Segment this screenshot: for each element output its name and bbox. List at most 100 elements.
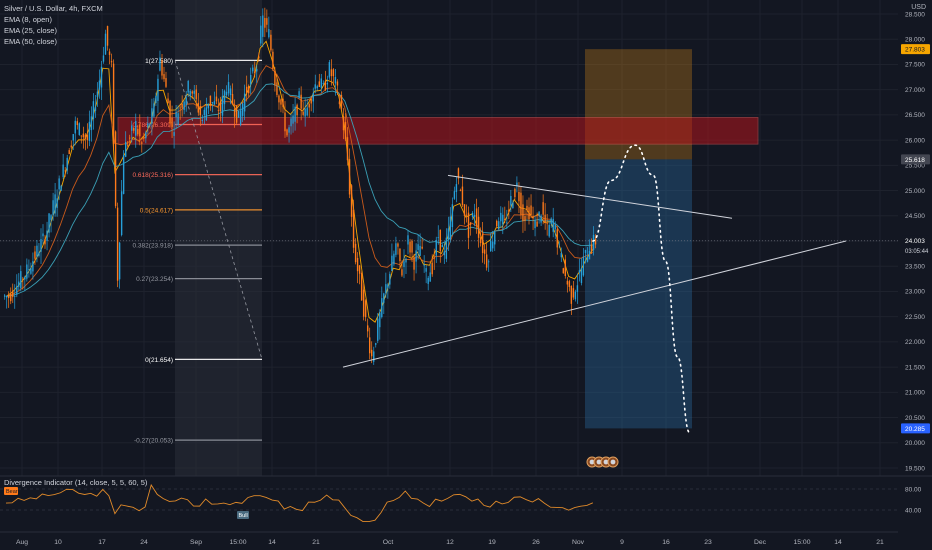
candle-body (584, 249, 587, 253)
candle-body (572, 288, 575, 298)
candle-body (56, 198, 58, 208)
price-tick-label: 23.000 (905, 289, 925, 296)
candle-body (427, 277, 429, 284)
candle-body (256, 68, 258, 72)
candle-body (558, 243, 560, 245)
price-tick-label: 20.500 (905, 415, 925, 422)
time-tick-label: 17 (98, 539, 106, 546)
candle-body (298, 91, 300, 99)
candle-body (4, 295, 6, 297)
candle-body (560, 253, 562, 258)
candle-body (183, 101, 185, 111)
price-tick-label: 27.500 (905, 62, 925, 69)
date-range-highlight (175, 0, 262, 476)
candle-body (354, 243, 357, 263)
price-badge (901, 154, 930, 165)
candle-body (58, 178, 60, 190)
candle-body (108, 51, 111, 55)
legend-symbol[interactable]: Silver / U.S. Dollar, 4h, FXCM (4, 4, 103, 13)
price-badge-label: 24.003 (905, 238, 925, 245)
candle-body (350, 185, 353, 217)
candle-body (66, 157, 68, 171)
fib-level-label: 0.382(23.918) (133, 243, 173, 250)
candle-body (322, 83, 324, 84)
time-tick-label: 14 (268, 539, 276, 546)
candle-body (475, 208, 478, 226)
candle-body (296, 104, 298, 116)
candle-body (439, 229, 441, 251)
candle-body (463, 204, 466, 216)
candle-body (413, 257, 415, 270)
candle-body (82, 133, 85, 138)
candle-body (391, 255, 393, 272)
trendlines[interactable] (342, 174, 847, 368)
projection-path (592, 144, 691, 434)
cluster-bubble-icon[interactable] (586, 456, 619, 468)
candle-body (225, 91, 228, 96)
candle-body (52, 200, 54, 215)
candle-body (42, 233, 44, 237)
candle-body (54, 194, 56, 214)
candle-body (173, 132, 175, 136)
legend-ema-1[interactable]: EMA (8, open) (4, 15, 52, 24)
price-axis[interactable]: 28.500 28.000 27.500 27.000 26.500 26.000 25.5… (898, 0, 932, 550)
candle-body (423, 264, 425, 266)
candle-body (159, 57, 161, 71)
fib-level-label: 1(27.580) (145, 58, 173, 65)
candle-body (340, 95, 343, 109)
candle-body (70, 145, 72, 148)
supply-zone (117, 117, 759, 145)
candle-body (318, 81, 320, 87)
candle-body (542, 202, 544, 215)
candle-body (179, 107, 181, 109)
candle-body (540, 215, 542, 223)
candle-body (546, 223, 548, 225)
countdown-label: 03:05:44 (905, 249, 929, 255)
candle-body (163, 74, 165, 80)
candle-body (141, 142, 143, 144)
candle-body (64, 170, 66, 172)
upper-trendline (447, 174, 733, 219)
candle-body (409, 241, 411, 253)
candle-body (284, 112, 286, 132)
candle-body (96, 91, 99, 98)
cluster-bubble-core (596, 459, 602, 465)
price-badge (901, 423, 930, 434)
price-axis-bg (898, 0, 932, 550)
candle-body (594, 238, 597, 245)
candle-body (288, 127, 290, 133)
candle-body (346, 137, 349, 161)
candle-body (358, 265, 361, 274)
price-tick-label: 25.500 (905, 163, 925, 170)
candle-body (268, 29, 270, 38)
candle-body (171, 117, 173, 128)
candle-body (229, 88, 232, 96)
candle-body (310, 98, 312, 104)
candle-body (379, 312, 381, 328)
time-tick-label: 12 (446, 539, 454, 546)
candle-body (399, 248, 401, 262)
candle-body (411, 241, 413, 253)
candle-body (570, 285, 573, 304)
candle-body (16, 286, 18, 295)
candle-body (498, 221, 500, 230)
candle-body (28, 269, 30, 270)
bear-marker-label: Bear (6, 489, 18, 495)
time-tick-label: 21 (312, 539, 320, 546)
candle-body (252, 67, 254, 72)
price-badge (901, 235, 930, 246)
fib-level-label: -0.27(20.053) (134, 438, 173, 445)
candle-body (326, 83, 329, 85)
legend-ema-3[interactable]: EMA (50, close) (4, 37, 57, 46)
candle-body (48, 213, 50, 233)
candle-body (532, 216, 534, 219)
candle-body (189, 90, 191, 97)
legend-ema-2[interactable]: EMA (25, close) (4, 26, 57, 35)
bull-marker-label: Bull (239, 513, 248, 519)
candle-body (120, 191, 123, 236)
oscillator-title[interactable]: Divergence Indicator (14, close, 5, 5, 6… (4, 478, 148, 487)
time-axis[interactable]: Aug 10 17 24 Sep 15:00 14 21 Oct 12 19 26 Nov 9 16 23 De… (0, 531, 898, 546)
time-tick-label: 10 (54, 539, 62, 546)
fib-level-label: 0.27(23.254) (136, 276, 173, 283)
